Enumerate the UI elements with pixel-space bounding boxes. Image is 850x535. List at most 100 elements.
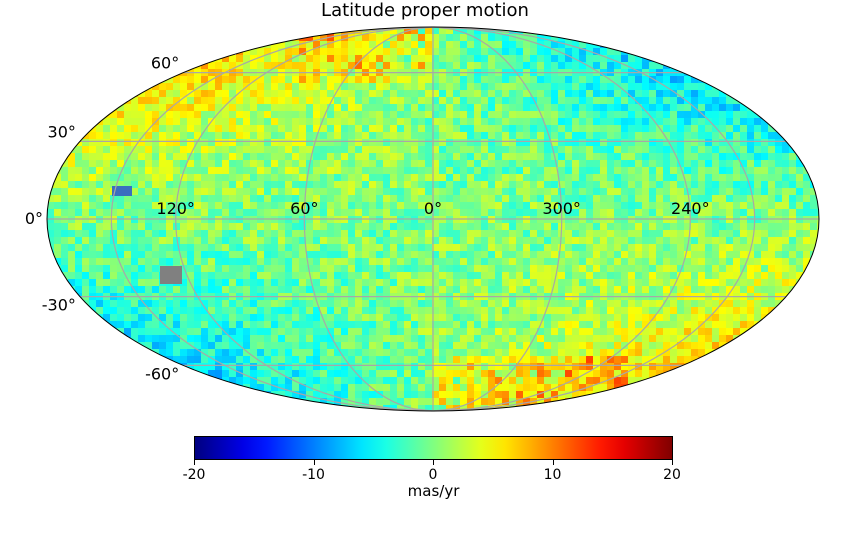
heatmap-cell bbox=[285, 160, 293, 168]
heatmap-cell bbox=[201, 342, 209, 350]
heatmap-cell bbox=[68, 216, 76, 224]
heatmap-cell bbox=[271, 153, 279, 161]
heatmap-cell bbox=[334, 223, 342, 231]
heatmap-cell bbox=[656, 90, 664, 98]
heatmap-cell bbox=[257, 202, 265, 210]
heatmap-cell bbox=[110, 279, 118, 287]
heatmap-cell bbox=[313, 370, 321, 378]
heatmap-cell bbox=[236, 153, 244, 161]
heatmap-cell bbox=[698, 230, 706, 238]
heatmap-cell bbox=[579, 223, 587, 231]
heatmap-cell bbox=[103, 118, 111, 126]
heatmap-cell bbox=[334, 370, 342, 378]
heatmap-cell bbox=[481, 139, 489, 147]
heatmap-cell bbox=[698, 118, 706, 126]
heatmap-cell bbox=[124, 153, 132, 161]
heatmap-cell bbox=[159, 167, 167, 175]
heatmap-cell bbox=[467, 356, 475, 364]
heatmap-cell bbox=[348, 370, 356, 378]
heatmap-cell bbox=[593, 209, 601, 217]
heatmap-cell bbox=[572, 160, 580, 168]
heatmap-cell bbox=[229, 209, 237, 217]
heatmap-cell bbox=[705, 258, 713, 266]
heatmap-cell bbox=[432, 83, 440, 91]
heatmap-cell bbox=[775, 272, 783, 280]
heatmap-cell bbox=[271, 90, 279, 98]
heatmap-cell bbox=[705, 160, 713, 168]
heatmap-cell bbox=[502, 349, 510, 357]
heatmap-cell bbox=[208, 195, 216, 203]
heatmap-cell bbox=[537, 90, 545, 98]
heatmap-cell bbox=[334, 118, 342, 126]
heatmap-cell bbox=[376, 258, 384, 266]
heatmap-cell bbox=[551, 90, 559, 98]
heatmap-cell bbox=[523, 118, 531, 126]
heatmap-cell bbox=[61, 181, 69, 189]
heatmap-cell bbox=[677, 125, 685, 133]
heatmap-cell bbox=[565, 174, 573, 182]
heatmap-cell bbox=[789, 265, 797, 273]
heatmap-cell bbox=[327, 202, 335, 210]
heatmap-cell bbox=[586, 335, 594, 343]
heatmap-cell bbox=[327, 377, 335, 385]
heatmap-cell bbox=[558, 111, 566, 119]
heatmap-cell bbox=[299, 349, 307, 357]
heatmap-cell bbox=[341, 384, 349, 392]
heatmap-cell bbox=[187, 174, 195, 182]
heatmap-cell bbox=[600, 265, 608, 273]
heatmap-cell bbox=[124, 104, 132, 112]
heatmap-cell bbox=[138, 202, 146, 210]
heatmap-cell bbox=[313, 258, 321, 266]
heatmap-cell bbox=[376, 251, 384, 259]
heatmap-cell bbox=[110, 272, 118, 280]
heatmap-cell bbox=[348, 237, 356, 245]
heatmap-cell bbox=[544, 272, 552, 280]
heatmap-cell bbox=[166, 153, 174, 161]
heatmap-cell bbox=[425, 76, 433, 84]
heatmap-cell bbox=[642, 76, 650, 84]
heatmap-cell bbox=[243, 321, 251, 329]
heatmap-cell bbox=[565, 153, 573, 161]
heatmap-cell bbox=[236, 286, 244, 294]
heatmap-cell bbox=[229, 55, 237, 63]
heatmap-cell bbox=[82, 188, 90, 196]
heatmap-cell bbox=[292, 90, 300, 98]
heatmap-cell bbox=[733, 300, 741, 308]
heatmap-cell bbox=[369, 384, 377, 392]
heatmap-cell bbox=[705, 328, 713, 336]
heatmap-cell bbox=[607, 167, 615, 175]
heatmap-cell bbox=[453, 118, 461, 126]
heatmap-cell bbox=[495, 244, 503, 252]
heatmap-cell bbox=[446, 125, 454, 133]
heatmap-cell bbox=[411, 265, 419, 273]
heatmap-cell bbox=[404, 272, 412, 280]
heatmap-cell bbox=[397, 195, 405, 203]
heatmap-cell bbox=[306, 335, 314, 343]
heatmap-cell bbox=[383, 349, 391, 357]
heatmap-cell bbox=[558, 265, 566, 273]
heatmap-cell bbox=[418, 104, 426, 112]
heatmap-cell bbox=[299, 146, 307, 154]
heatmap-cell bbox=[495, 62, 503, 70]
heatmap-cell bbox=[285, 76, 293, 84]
heatmap-cell bbox=[474, 370, 482, 378]
heatmap-cell bbox=[292, 237, 300, 245]
heatmap-cell bbox=[670, 335, 678, 343]
heatmap-cell bbox=[180, 181, 188, 189]
heatmap-cell bbox=[684, 104, 692, 112]
heatmap-cell bbox=[656, 335, 664, 343]
heatmap-cell bbox=[201, 363, 209, 371]
heatmap-cell bbox=[684, 342, 692, 350]
heatmap-cell bbox=[572, 349, 580, 357]
heatmap-cell bbox=[782, 167, 790, 175]
heatmap-cell bbox=[292, 286, 300, 294]
heatmap-cell bbox=[495, 230, 503, 238]
heatmap-cell bbox=[110, 139, 118, 147]
heatmap-cell bbox=[453, 83, 461, 91]
heatmap-cell bbox=[264, 237, 272, 245]
heatmap-cell bbox=[523, 398, 531, 406]
heatmap-cell bbox=[502, 370, 510, 378]
heatmap-cell bbox=[397, 55, 405, 63]
heatmap-cell bbox=[257, 55, 265, 63]
heatmap-cell bbox=[670, 328, 678, 336]
